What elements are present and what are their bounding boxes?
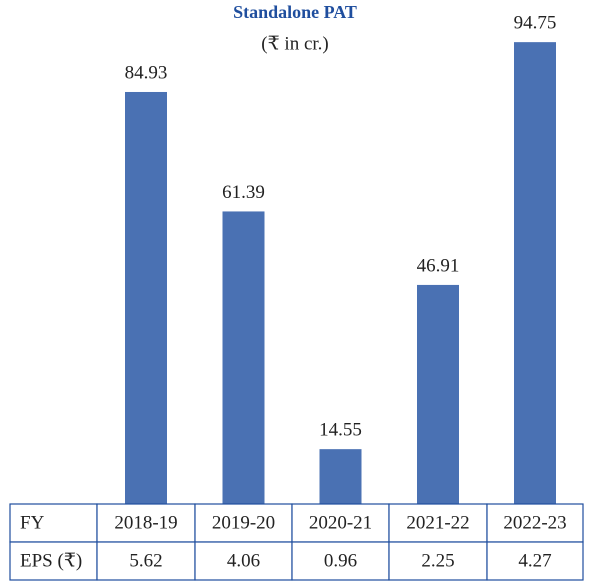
table-cell: [194, 503, 293, 543]
bar: [417, 284, 459, 523]
eps-value: 2.25: [421, 550, 454, 571]
x-tick-label: 2018-19: [114, 512, 177, 533]
x-tick-label: 2021-22: [406, 512, 469, 533]
row-label: EPS (₹): [20, 550, 82, 571]
data-label: 84.93: [125, 62, 168, 83]
bar: [514, 42, 556, 524]
data-label: 61.39: [222, 182, 265, 203]
data-label: 14.55: [319, 420, 362, 441]
table-cell: [9, 503, 98, 543]
row-label: FY: [20, 512, 45, 533]
table-cell: [96, 503, 196, 543]
table-cell: [96, 541, 196, 581]
x-tick-label: 2020-21: [309, 512, 372, 533]
bar: [125, 91, 167, 523]
eps-value: 4.06: [227, 550, 260, 571]
table-cell: [291, 541, 390, 581]
table-cell: [194, 541, 293, 581]
data-label: 46.91: [417, 255, 460, 276]
eps-value: 5.62: [129, 550, 162, 571]
x-tick-label: 2022-23: [503, 512, 566, 533]
chart-title: Standalone PAT: [233, 2, 357, 22]
eps-value: 4.27: [518, 550, 551, 571]
data-label: 94.75: [514, 13, 557, 34]
x-tick-label: 2019-20: [212, 512, 275, 533]
bar: [222, 211, 265, 524]
table-cell: [388, 541, 488, 581]
table-cell: [486, 541, 584, 581]
chart-subtitle: (₹ in cr.): [261, 33, 328, 54]
eps-value: 0.96: [324, 550, 357, 571]
